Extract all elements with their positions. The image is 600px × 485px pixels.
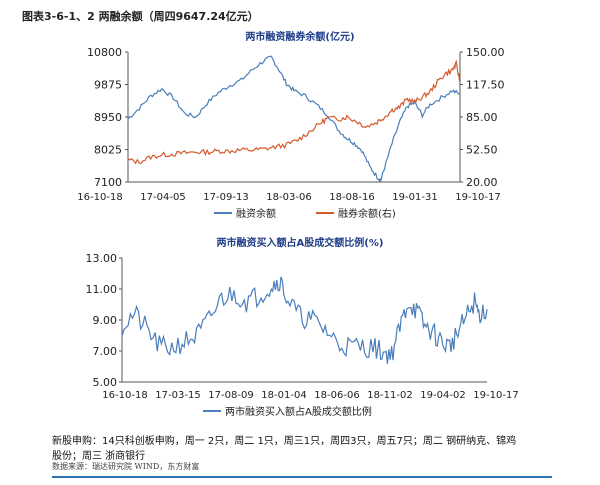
chart2-buy-ratio: 5.00 7.00 9.00 11.00 13.00 16-10-18 17-03-15 17… [86,252,519,418]
chart2-x-tick-label: 17-03-15 [155,390,200,401]
chart1-title: 两市融资融券余额(亿元) [245,32,355,43]
chart2-y-tick-label: 9.00 [93,314,118,327]
chart1-right-tick-label: 20.00 [466,176,498,189]
chart2-y-tick-label: 11.00 [86,283,118,296]
chart2-x-tick-label: 19-10-17 [473,390,518,401]
chart2-x-tick-label: 16-10-18 [102,390,147,401]
chart1-left-tick-label: 8950 [94,111,122,124]
chart1-x-tick-label: 18-03-06 [266,192,311,203]
ipo-note-line2: 股份；周三 浙商银行 [52,451,146,462]
chart2-y-tick-label: 7.00 [93,345,118,358]
chart1-series-margin-financing [127,55,461,183]
chart2-x-tick-label: 18-01-04 [261,390,306,401]
chart2-legend-label: 两市融资买入额占A股成交额比例 [225,405,372,418]
chart1-legend-label-lending: 融券余额(右) [338,207,396,220]
chart1-left-tick-label: 8025 [94,144,122,157]
chart1-x-tick-label: 17-04-05 [140,192,185,203]
chart1-series-securities-lending [127,59,461,165]
chart2-x-tick-label: 17-08-09 [208,390,253,401]
footer-divider [52,476,552,478]
data-source: 数据来源：瑞达研究院 WIND，东方财富 [52,462,200,471]
chart1-left-tick-label: 9875 [94,79,122,92]
chart1-x-tick-label: 17-09-13 [203,192,248,203]
chart2-x-tick-label: 18-06-06 [314,390,359,401]
chart1-legend-label-financing: 融资余额 [236,207,276,220]
chart1-x-tick-label: 16-10-18 [77,192,122,203]
chart1-right-tick-label: 85.00 [466,111,498,124]
chart2-x-tick-label: 19-04-02 [420,390,465,401]
chart1-x-tick-label: 19-10-17 [455,192,500,203]
chart1-x-tick-label: 19-01-31 [392,192,437,203]
chart1-margin-balance: 7100 8025 8950 9875 10800 20.00 52.50 85.00 117.… [77,46,505,220]
chart2-y-tick-label: 13.00 [86,252,118,265]
ipo-note-line1: 新股申购：14只科创板申购，周一 2只，周二 1只，周三1只，周四3只，周五7只… [52,436,517,447]
chart2-title: 两市融资买入额占A股成交额比例(%) [216,238,384,249]
chart1-left-tick-label: 10800 [87,46,122,59]
chart1-right-tick-label: 52.50 [466,144,498,157]
chart2-y-tick-label: 5.00 [93,376,118,389]
chart2-x-tick-label: 18-11-02 [367,390,412,401]
chart1-x-tick-label: 18-08-16 [329,192,374,203]
chart1-left-tick-label: 7100 [94,176,122,189]
chart1-right-tick-label: 117.50 [466,79,505,92]
figure-caption: 图表3-6-1、2 两融余额（周四9647.24亿元） [22,10,259,23]
chart2-series-buy-ratio [121,276,488,364]
chart1-right-tick-label: 150.00 [466,46,505,59]
